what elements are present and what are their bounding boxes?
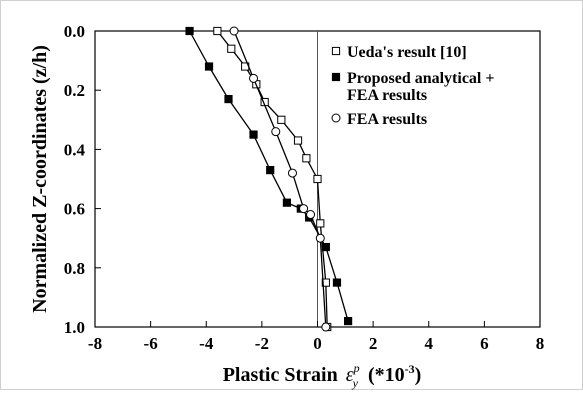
data-point <box>315 233 325 243</box>
legend: Ueda's result [10] Proposed analytical + F… <box>331 44 495 128</box>
y-tick-label: 0.4 <box>64 140 86 159</box>
x-axis-label-unit: (*10 <box>368 364 405 386</box>
legend-entry-label: Ueda's result [10] <box>347 44 467 61</box>
data-point <box>321 322 331 332</box>
x-tick-label: -8 <box>88 334 102 353</box>
x-axis-label-text: Plastic Strain <box>223 364 338 386</box>
y-tick-label: 0.8 <box>64 259 85 278</box>
data-point <box>306 210 316 220</box>
data-point <box>224 94 233 104</box>
data-point <box>277 115 286 124</box>
x-axis-label-unit-close: ) <box>415 364 422 386</box>
y-tick-label: 0.0 <box>64 22 85 41</box>
data-point <box>282 198 292 207</box>
x-tick-label: -2 <box>255 334 269 353</box>
data-point <box>229 26 239 36</box>
x-axis-label-symbol-sub: y <box>352 376 359 390</box>
data-point <box>332 278 342 287</box>
data-point <box>249 73 259 83</box>
legend-marker <box>331 72 341 82</box>
series-3 <box>229 26 331 332</box>
data-point <box>316 219 325 228</box>
data-point <box>266 166 275 175</box>
x-tick-label: 8 <box>536 334 545 353</box>
data-point <box>271 127 281 137</box>
data-point <box>204 62 214 71</box>
data-point <box>321 278 330 287</box>
x-axis-label-symbol: ε <box>346 364 354 386</box>
y-tick-label: 0.2 <box>64 81 85 100</box>
x-tick-labels: -8 -6 -4 -2 0 2 4 6 8 <box>88 334 544 353</box>
x-axis-label-unit-exp: -3 <box>405 362 415 376</box>
x-tick-label: 2 <box>369 334 378 353</box>
x-tick-label: 4 <box>425 334 434 353</box>
x-axis-label-symbol-sup: p <box>353 361 360 375</box>
y-tick-labels: 0.0 0.2 0.4 0.6 0.8 1.0 <box>64 22 86 337</box>
series-2 <box>185 26 353 326</box>
series-1 <box>213 26 332 332</box>
data-point <box>287 168 297 178</box>
data-point <box>185 26 194 36</box>
y-tick-label: 1.0 <box>64 318 85 337</box>
data-point <box>343 316 353 326</box>
legend-marker <box>331 113 341 123</box>
x-tick-label: -6 <box>144 334 158 353</box>
x-tick-label: 6 <box>480 334 489 353</box>
data-point <box>321 242 330 252</box>
data-point <box>302 154 311 163</box>
data-point <box>299 204 309 214</box>
y-axis-label: Normalized Z-coordinates (z/h) <box>29 45 51 313</box>
legend-marker <box>331 46 341 56</box>
legend-entry-label: FEA results <box>347 111 427 128</box>
series-layer <box>185 26 353 332</box>
data-point <box>213 26 222 36</box>
legend-entry-label: Proposed analytical + FEA results <box>347 70 495 104</box>
tick-marks <box>94 30 541 328</box>
data-point <box>293 136 303 145</box>
data-point <box>249 130 258 139</box>
data-point <box>227 44 236 53</box>
y-tick-label: 0.6 <box>64 200 85 219</box>
x-tick-label: 0 <box>313 334 322 353</box>
data-point <box>313 174 322 184</box>
x-tick-label: -4 <box>199 334 214 353</box>
x-axis-label: Plastic Strain εp y (*10-3) <box>223 361 422 390</box>
